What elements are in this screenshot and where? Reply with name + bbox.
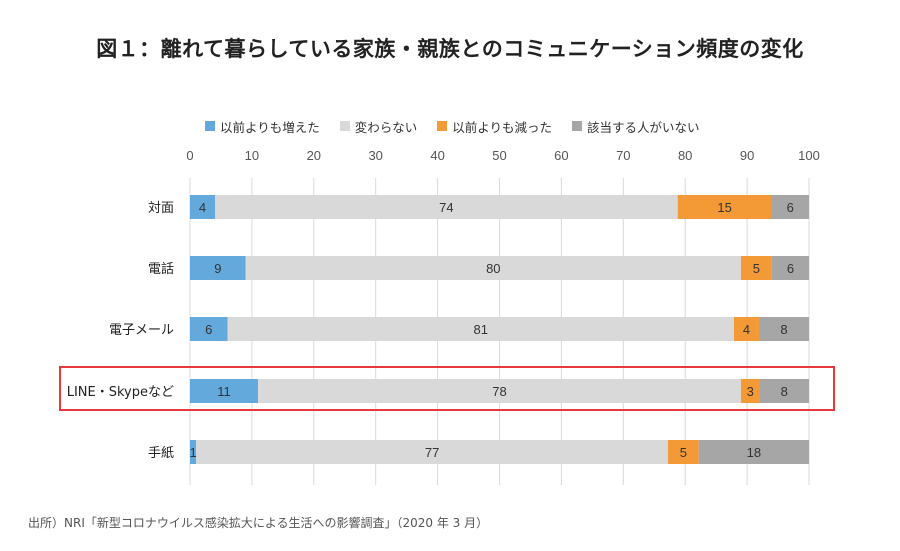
chart-title: 図１：離れて暮らしている家族・親族とのコミュニケーション頻度の変化 bbox=[96, 37, 804, 61]
bar-segment bbox=[677, 195, 772, 219]
legend-swatch bbox=[339, 121, 350, 131]
data-label: 6 bbox=[787, 200, 794, 215]
category-label: 電話 bbox=[148, 261, 174, 277]
bar-segment bbox=[190, 195, 216, 219]
data-label: 3 bbox=[747, 384, 754, 399]
data-label: 4 bbox=[743, 322, 750, 337]
legend-item: 以前よりも増えた bbox=[205, 117, 320, 136]
bar-segment bbox=[245, 256, 741, 280]
x-tick-label: 0 bbox=[186, 148, 193, 163]
x-tick-label: 80 bbox=[678, 148, 692, 163]
legend-item: 該当する人がいない bbox=[572, 117, 700, 136]
data-label: 8 bbox=[781, 384, 788, 399]
data-label: 11 bbox=[217, 384, 231, 399]
bar-segment bbox=[771, 195, 809, 219]
legend-label: 変わらない bbox=[354, 119, 418, 135]
data-label: 18 bbox=[747, 445, 761, 460]
bar-segment bbox=[668, 440, 699, 464]
legend-swatch bbox=[572, 121, 583, 131]
category-label: LINE・Skypeなど bbox=[67, 385, 174, 400]
x-tick-label: 70 bbox=[616, 148, 630, 163]
data-label: 80 bbox=[486, 261, 500, 276]
x-tick-label: 40 bbox=[430, 148, 444, 163]
x-tick-label: 90 bbox=[740, 148, 754, 163]
data-label: 5 bbox=[680, 445, 687, 460]
data-label: 6 bbox=[787, 261, 794, 276]
legend: 以前よりも増えた 変わらない 以前よりも減った 該当する人がいない bbox=[205, 117, 720, 135]
x-tick-label: 60 bbox=[554, 148, 568, 163]
x-tick-label: 50 bbox=[492, 148, 506, 163]
bar-segment bbox=[196, 440, 669, 464]
legend-item: 以前よりも減った bbox=[437, 117, 552, 136]
category-label: 電子メール bbox=[109, 323, 174, 338]
legend-label: 以前よりも減った bbox=[452, 119, 553, 135]
category-label: 対面 bbox=[148, 201, 174, 216]
x-tick-label: 30 bbox=[368, 148, 382, 163]
data-label: 74 bbox=[439, 200, 453, 215]
data-label: 6 bbox=[205, 322, 212, 337]
data-label: 9 bbox=[214, 261, 221, 276]
data-label: 8 bbox=[780, 322, 787, 337]
data-label: 1 bbox=[189, 445, 196, 460]
data-label: 4 bbox=[199, 200, 206, 215]
bar-segment bbox=[190, 440, 197, 464]
bar-segment bbox=[190, 379, 259, 403]
legend-item: 変わらない bbox=[339, 117, 418, 136]
bar-segment bbox=[227, 317, 734, 341]
data-label: 5 bbox=[753, 261, 760, 276]
legend-swatch bbox=[437, 121, 448, 131]
data-label: 81 bbox=[474, 322, 488, 337]
bar-segment bbox=[759, 379, 809, 403]
x-tick-label: 20 bbox=[307, 148, 321, 163]
bar-segment bbox=[733, 317, 759, 341]
category-label: 手紙 bbox=[148, 446, 174, 461]
source-note: 出所）NRI「新型コロナウイルス感染拡大による生活への影響調査」（2020 年 … bbox=[28, 516, 489, 530]
legend-label: 該当する人がいない bbox=[587, 119, 700, 135]
bar-segment bbox=[190, 256, 246, 280]
bar-segment bbox=[190, 317, 228, 341]
bar-segment bbox=[758, 317, 809, 341]
legend-label: 以前よりも増えた bbox=[220, 119, 320, 135]
bar-segment bbox=[771, 256, 809, 280]
bar-segment bbox=[698, 440, 809, 464]
bar-segment bbox=[740, 256, 772, 280]
x-tick-label: 100 bbox=[798, 148, 820, 163]
data-label: 77 bbox=[425, 445, 439, 460]
x-tick-label: 10 bbox=[245, 148, 259, 163]
legend-swatch bbox=[205, 121, 215, 131]
bar-segment bbox=[740, 379, 760, 403]
bar-segment bbox=[258, 379, 741, 403]
highlight-box bbox=[59, 366, 835, 411]
data-label: 78 bbox=[492, 384, 506, 399]
bar-segment bbox=[215, 195, 678, 219]
data-label: 15 bbox=[717, 200, 731, 215]
